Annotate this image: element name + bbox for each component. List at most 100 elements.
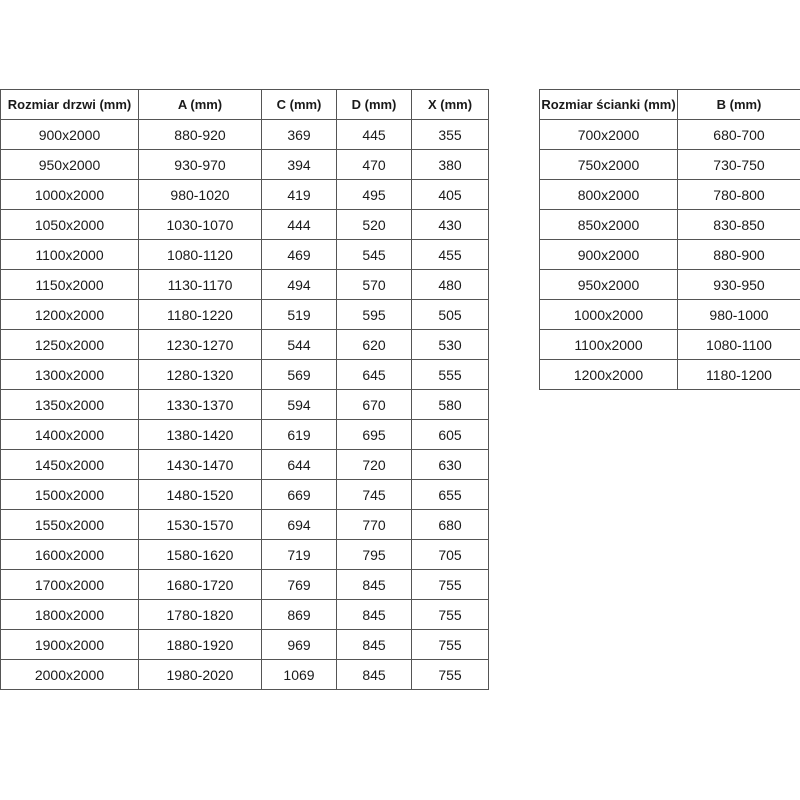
table-cell: 930-950 bbox=[677, 269, 800, 300]
table-cell: 630 bbox=[411, 449, 489, 480]
table-row: 850x2000 830-850 bbox=[539, 209, 800, 240]
table-row: 1100x2000 1080-1120 469 545 455 bbox=[0, 239, 489, 270]
table-cell: 730-750 bbox=[677, 149, 800, 180]
table-cell: 720 bbox=[336, 449, 412, 480]
table-cell: 695 bbox=[336, 419, 412, 450]
table-cell: 1380-1420 bbox=[138, 419, 262, 450]
table-cell: 1180-1220 bbox=[138, 299, 262, 330]
table-cell: 845 bbox=[336, 569, 412, 600]
table-cell: 1330-1370 bbox=[138, 389, 262, 420]
table-cell: 700x2000 bbox=[539, 119, 678, 150]
table-row: 1200x2000 1180-1200 bbox=[539, 359, 800, 390]
table-cell: 755 bbox=[411, 629, 489, 660]
table-cell: 1300x2000 bbox=[0, 359, 139, 390]
table-cell: 1180-1200 bbox=[677, 359, 800, 390]
table-cell: 880-920 bbox=[138, 119, 262, 150]
table-row: 750x2000 730-750 bbox=[539, 149, 800, 180]
table-cell: 719 bbox=[261, 539, 337, 570]
table-cell: 980-1020 bbox=[138, 179, 262, 210]
table-cell: 1200x2000 bbox=[539, 359, 678, 390]
table-cell: 950x2000 bbox=[539, 269, 678, 300]
table-cell: 444 bbox=[261, 209, 337, 240]
table-cell: 520 bbox=[336, 209, 412, 240]
table-row: 2000x2000 1980-2020 1069 845 755 bbox=[0, 659, 489, 690]
header-row: Rozmiar ścianki (mm) B (mm) bbox=[539, 89, 800, 120]
table-cell: 755 bbox=[411, 599, 489, 630]
table-cell: 380 bbox=[411, 149, 489, 180]
table-cell: 845 bbox=[336, 629, 412, 660]
table-cell: 1900x2000 bbox=[0, 629, 139, 660]
table-cell: 594 bbox=[261, 389, 337, 420]
table-cell: 555 bbox=[411, 359, 489, 390]
table-row: 1200x2000 1180-1220 519 595 505 bbox=[0, 299, 489, 330]
table-cell: 644 bbox=[261, 449, 337, 480]
column-header: X (mm) bbox=[411, 89, 489, 120]
table-cell: 1100x2000 bbox=[0, 239, 139, 270]
table-cell: 620 bbox=[336, 329, 412, 360]
table-cell: 869 bbox=[261, 599, 337, 630]
table-row: 900x2000 880-900 bbox=[539, 239, 800, 270]
table-cell: 755 bbox=[411, 659, 489, 690]
table-cell: 1000x2000 bbox=[0, 179, 139, 210]
header-row: Rozmiar drzwi (mm) A (mm) C (mm) D (mm) X (m… bbox=[0, 89, 489, 120]
table-cell: 830-850 bbox=[677, 209, 800, 240]
table-cell: 1280-1320 bbox=[138, 359, 262, 390]
table-row: 1800x2000 1780-1820 869 845 755 bbox=[0, 599, 489, 630]
table-cell: 369 bbox=[261, 119, 337, 150]
table-cell: 1400x2000 bbox=[0, 419, 139, 450]
door-size-table: Rozmiar drzwi (mm) A (mm) C (mm) D (mm) X (m… bbox=[0, 89, 489, 690]
table-cell: 455 bbox=[411, 239, 489, 270]
table-cell: 419 bbox=[261, 179, 337, 210]
table-cell: 645 bbox=[336, 359, 412, 390]
table-row: 1900x2000 1880-1920 969 845 755 bbox=[0, 629, 489, 660]
table-cell: 1600x2000 bbox=[0, 539, 139, 570]
table-row: 1300x2000 1280-1320 569 645 555 bbox=[0, 359, 489, 390]
table-cell: 930-970 bbox=[138, 149, 262, 180]
table-cell: 1000x2000 bbox=[539, 299, 678, 330]
table-cell: 705 bbox=[411, 539, 489, 570]
table-cell: 394 bbox=[261, 149, 337, 180]
table-cell: 1800x2000 bbox=[0, 599, 139, 630]
table-row: 1250x2000 1230-1270 544 620 530 bbox=[0, 329, 489, 360]
table-cell: 580 bbox=[411, 389, 489, 420]
table-cell: 800x2000 bbox=[539, 179, 678, 210]
table-cell: 1080-1100 bbox=[677, 329, 800, 360]
column-header: B (mm) bbox=[677, 89, 800, 120]
table-cell: 1680-1720 bbox=[138, 569, 262, 600]
table-cell: 570 bbox=[336, 269, 412, 300]
table-cell: 980-1000 bbox=[677, 299, 800, 330]
table-cell: 845 bbox=[336, 599, 412, 630]
table-cell: 680 bbox=[411, 509, 489, 540]
table-row: 800x2000 780-800 bbox=[539, 179, 800, 210]
table-cell: 745 bbox=[336, 479, 412, 510]
table-cell: 769 bbox=[261, 569, 337, 600]
column-header: D (mm) bbox=[336, 89, 412, 120]
table-cell: 469 bbox=[261, 239, 337, 270]
table-cell: 405 bbox=[411, 179, 489, 210]
column-header: A (mm) bbox=[138, 89, 262, 120]
table-row: 1100x2000 1080-1100 bbox=[539, 329, 800, 360]
table-cell: 795 bbox=[336, 539, 412, 570]
table-cell: 1580-1620 bbox=[138, 539, 262, 570]
table-cell: 595 bbox=[336, 299, 412, 330]
table-cell: 1530-1570 bbox=[138, 509, 262, 540]
table-row: 1400x2000 1380-1420 619 695 605 bbox=[0, 419, 489, 450]
column-header: C (mm) bbox=[261, 89, 337, 120]
table-cell: 519 bbox=[261, 299, 337, 330]
table-row: 1550x2000 1530-1570 694 770 680 bbox=[0, 509, 489, 540]
table-row: 1050x2000 1030-1070 444 520 430 bbox=[0, 209, 489, 240]
table-cell: 950x2000 bbox=[0, 149, 139, 180]
table-cell: 495 bbox=[336, 179, 412, 210]
table-cell: 1880-1920 bbox=[138, 629, 262, 660]
table-cell: 1780-1820 bbox=[138, 599, 262, 630]
table-cell: 1480-1520 bbox=[138, 479, 262, 510]
table-cell: 2000x2000 bbox=[0, 659, 139, 690]
table-cell: 1500x2000 bbox=[0, 479, 139, 510]
table-row: 950x2000 930-970 394 470 380 bbox=[0, 149, 489, 180]
table-cell: 750x2000 bbox=[539, 149, 678, 180]
table-cell: 1430-1470 bbox=[138, 449, 262, 480]
table-cell: 780-800 bbox=[677, 179, 800, 210]
table-cell: 1550x2000 bbox=[0, 509, 139, 540]
table-cell: 655 bbox=[411, 479, 489, 510]
table-cell: 845 bbox=[336, 659, 412, 690]
